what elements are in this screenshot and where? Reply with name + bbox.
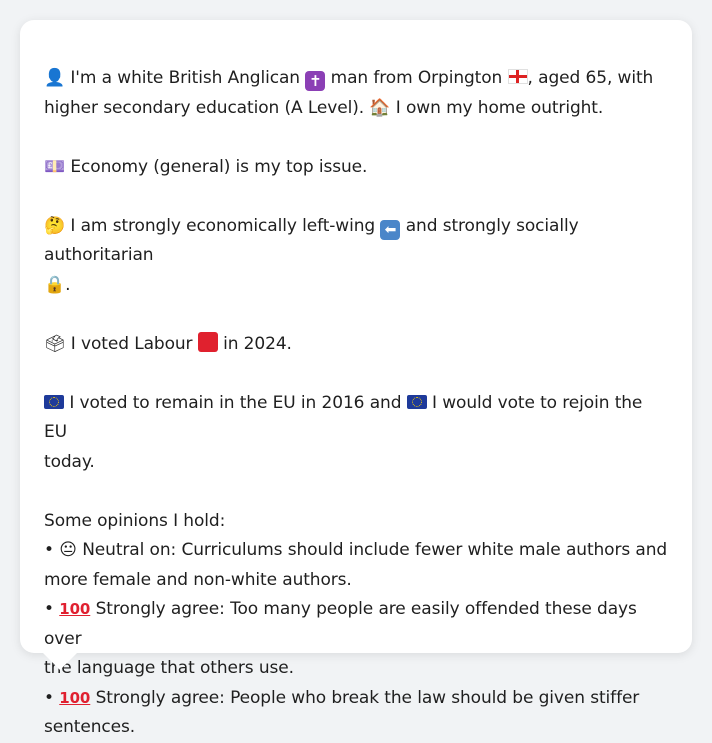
- opinion-item: • 100 Strongly agree: Too many people ar…: [44, 595, 668, 684]
- opinion-text-cont: sentences.: [44, 717, 136, 737]
- house-icon: 🏠: [369, 97, 391, 118]
- red-square-icon: [197, 331, 218, 352]
- eu-text-a: I voted to remain in the EU in 2016 and: [69, 392, 402, 413]
- chat-bubble-tail: [42, 652, 78, 670]
- opinion-item: • 😐 Neutral on: Curriculums should inclu…: [44, 536, 668, 595]
- latin-cross-icon: ✝: [305, 71, 326, 91]
- eu-text-b: I would vote to rejoin the EU: [44, 392, 643, 443]
- profile-text-b: man from Orpington: [330, 68, 503, 88]
- chat-bubble: 👤 I'm a white British Anglican ✝ man fro…: [20, 20, 692, 737]
- hundred-points-icon: 100: [59, 600, 91, 618]
- vote-text-b: in 2024.: [223, 333, 292, 354]
- ideology-text-b: and strongly socially authoritarian: [44, 215, 579, 266]
- bullet: •: [44, 687, 54, 708]
- opinion-stance: Strongly agree:: [95, 687, 225, 708]
- profile-paragraph: 👤 I'm a white British Anglican ✝ man fro…: [44, 64, 668, 123]
- opinion-text: Curriculums should include fewer white m…: [181, 540, 668, 560]
- person-icon: 👤: [44, 68, 66, 88]
- eu-flag-icon: [44, 394, 64, 409]
- opinion-text-cont: more female and non-white authors.: [44, 569, 352, 590]
- hundred-points-icon: 100: [59, 688, 91, 707]
- profile-text-a: I'm a white British Anglican: [70, 68, 300, 88]
- vote-text-a: I voted Labour: [70, 333, 193, 354]
- england-flag-icon: [507, 69, 528, 84]
- thinking-face-icon: 🤔: [44, 215, 66, 236]
- vote-paragraph: 🗳 I voted Labour in 2024.: [44, 330, 668, 360]
- eu-paragraph: I voted to remain in the EU in 2016 and …: [44, 389, 668, 478]
- opinions-heading: Some opinions I hold:: [44, 510, 226, 531]
- neutral-face-icon: 😐: [59, 540, 77, 560]
- left-arrow-icon: ⬅: [380, 219, 401, 240]
- opinion-text: Too many people are easily offended thes…: [44, 599, 637, 649]
- eu-text-c: today.: [44, 451, 95, 472]
- issue-paragraph: 💷 Economy (general) is my top issue.: [44, 153, 668, 183]
- ideology-text-a: I am strongly economically left-wing: [70, 215, 376, 236]
- opinions-section: Some opinions I hold: • 😐 Neutral on: Cu…: [44, 507, 668, 743]
- persona-description: 👤 I'm a white British Anglican ✝ man fro…: [44, 64, 668, 743]
- ideology-paragraph: 🤔 I am strongly economically left-wing ⬅…: [44, 212, 668, 301]
- profile-home: I own my home outright.: [395, 97, 604, 118]
- opinion-stance: Neutral on:: [82, 540, 177, 560]
- opinion-text: People who break the law should be given…: [230, 687, 640, 708]
- opinion-item: • 100 Strongly agree: People who break t…: [44, 684, 668, 743]
- pound-banknote-icon: 💷: [44, 156, 66, 177]
- profile-text-c: , aged 65, with: [527, 68, 654, 88]
- eu-flag-icon: [406, 394, 427, 409]
- ideology-text-end: .: [65, 274, 71, 295]
- ballot-box-icon: 🗳: [44, 333, 66, 354]
- opinion-text-cont: the language that others use.: [44, 658, 294, 678]
- lock-icon: 🔒: [44, 274, 66, 295]
- issue-text: Economy (general) is my top issue.: [70, 156, 368, 177]
- bullet: •: [44, 540, 54, 560]
- profile-education: higher secondary education (A Level).: [44, 97, 365, 118]
- bullet: •: [44, 599, 54, 619]
- opinion-stance: Strongly agree:: [95, 599, 225, 619]
